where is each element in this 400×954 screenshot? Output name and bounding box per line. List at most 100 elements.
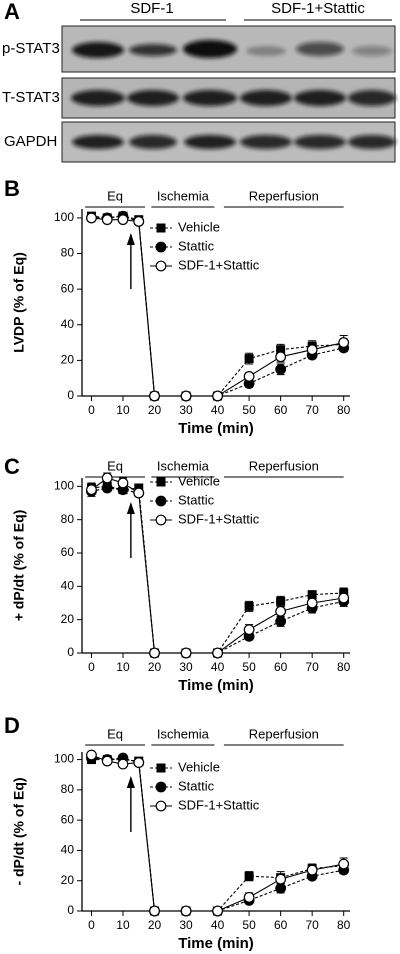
panel-letter: D bbox=[4, 713, 20, 738]
marker bbox=[275, 882, 287, 894]
legend-label: Vehicle bbox=[178, 759, 220, 774]
arrow-head bbox=[126, 502, 135, 514]
group-label: SDF-1 bbox=[130, 0, 173, 17]
x-tick-label: 50 bbox=[242, 918, 256, 932]
period-label: Reperfusion bbox=[249, 188, 319, 203]
x-tick-label: 40 bbox=[211, 403, 225, 417]
marker bbox=[306, 344, 318, 356]
marker bbox=[180, 647, 192, 659]
x-tick-label: 60 bbox=[274, 918, 288, 932]
panel-letter: B bbox=[4, 176, 20, 201]
marker bbox=[244, 354, 254, 364]
y-tick-label: 20 bbox=[61, 612, 75, 626]
period-label: Ischemia bbox=[157, 188, 210, 203]
y-tick-label: 80 bbox=[61, 782, 75, 796]
chart: D 0 20 40 60 80 100 0 10 20 30 40 50 60 70 80 Time (min)… bbox=[4, 713, 351, 952]
marker bbox=[276, 596, 286, 606]
x-tick-label: 20 bbox=[148, 403, 162, 417]
x-tick-label: 10 bbox=[116, 403, 130, 417]
x-tick-label: 10 bbox=[116, 660, 130, 674]
marker bbox=[212, 647, 223, 659]
marker bbox=[155, 781, 167, 793]
y-tick-label: 0 bbox=[67, 388, 74, 402]
series-line bbox=[91, 477, 344, 654]
x-tick-label: 0 bbox=[88, 660, 95, 674]
marker bbox=[275, 605, 287, 617]
y-axis-label: + dP/dt (% of Eq) bbox=[11, 510, 27, 622]
marker bbox=[156, 223, 166, 233]
group-label: SDF-1+Stattic bbox=[271, 0, 365, 17]
row-label: GAPDH bbox=[4, 133, 57, 150]
x-tick-label: 70 bbox=[305, 660, 319, 674]
y-tick-label: 100 bbox=[54, 210, 74, 224]
y-tick-label: 80 bbox=[61, 512, 75, 526]
period-label: Ischemia bbox=[157, 726, 210, 741]
x-tick-label: 30 bbox=[179, 403, 193, 417]
x-tick-label: 40 bbox=[211, 660, 225, 674]
legend-label: SDF-1+Stattic bbox=[178, 797, 260, 812]
marker bbox=[86, 484, 97, 496]
x-tick-label: 80 bbox=[337, 918, 351, 932]
x-tick-label: 10 bbox=[116, 918, 130, 932]
marker bbox=[243, 371, 255, 382]
marker bbox=[275, 363, 287, 375]
marker bbox=[276, 345, 286, 355]
y-tick-label: 0 bbox=[67, 645, 74, 659]
y-axis-label: LVDP (% of Eq) bbox=[11, 252, 27, 353]
x-axis-label: Time (min) bbox=[178, 677, 254, 694]
chart: C 0 20 40 60 80 100 0 10 20 30 40 50 60 70 80 Time (min)… bbox=[4, 454, 351, 694]
period-label: Reperfusion bbox=[249, 726, 319, 741]
marker bbox=[117, 758, 129, 770]
period-label: Reperfusion bbox=[249, 458, 319, 473]
marker bbox=[133, 487, 145, 499]
period-label: Eq bbox=[107, 726, 123, 741]
marker bbox=[156, 763, 166, 773]
x-tick-label: 70 bbox=[305, 403, 319, 417]
x-axis-label: Time (min) bbox=[178, 935, 254, 952]
series-line bbox=[91, 759, 344, 912]
marker bbox=[149, 905, 160, 917]
legend-label: Stattic bbox=[178, 778, 215, 793]
y-tick-label: 0 bbox=[67, 903, 74, 917]
y-tick-label: 80 bbox=[61, 246, 75, 260]
x-tick-label: 40 bbox=[211, 918, 225, 932]
marker bbox=[101, 482, 113, 494]
marker bbox=[86, 212, 97, 224]
marker bbox=[307, 590, 317, 600]
y-tick-label: 40 bbox=[61, 843, 75, 857]
marker bbox=[149, 390, 160, 402]
x-tick-label: 60 bbox=[274, 660, 288, 674]
y-tick-label: 40 bbox=[61, 579, 75, 593]
marker bbox=[306, 864, 318, 876]
marker bbox=[101, 472, 113, 484]
marker bbox=[243, 624, 255, 636]
x-tick-label: 60 bbox=[274, 403, 288, 417]
marker bbox=[180, 905, 192, 917]
marker bbox=[149, 647, 160, 659]
panel-letter: A bbox=[4, 0, 20, 24]
x-tick-label: 20 bbox=[148, 660, 162, 674]
marker bbox=[180, 390, 192, 402]
marker bbox=[133, 216, 145, 227]
legend-label: Stattic bbox=[178, 492, 215, 507]
x-tick-label: 80 bbox=[337, 403, 351, 417]
x-tick-label: 70 bbox=[305, 918, 319, 932]
period-label: Eq bbox=[107, 458, 123, 473]
series-line bbox=[91, 754, 344, 912]
x-axis-label: Time (min) bbox=[178, 420, 254, 437]
panel-letter: C bbox=[4, 454, 20, 479]
legend-label: Vehicle bbox=[178, 473, 220, 488]
marker bbox=[101, 214, 113, 226]
arrow-head bbox=[126, 233, 135, 245]
x-tick-label: 50 bbox=[242, 403, 256, 417]
y-tick-label: 40 bbox=[61, 317, 75, 331]
arrow-head bbox=[126, 776, 135, 788]
marker bbox=[155, 514, 167, 526]
y-tick-label: 100 bbox=[54, 479, 74, 493]
marker bbox=[338, 337, 350, 348]
y-axis-label: - dP/dt (% of Eq) bbox=[11, 777, 27, 885]
legend-label: Vehicle bbox=[178, 219, 220, 234]
marker bbox=[155, 241, 167, 253]
marker bbox=[117, 214, 129, 226]
marker bbox=[86, 749, 97, 761]
